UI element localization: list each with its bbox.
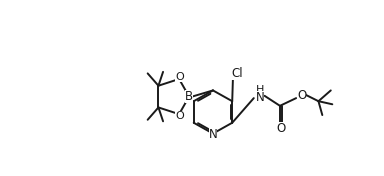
- Text: B: B: [185, 90, 193, 103]
- Text: H: H: [256, 85, 264, 95]
- Text: O: O: [175, 72, 184, 82]
- Text: O: O: [297, 89, 306, 102]
- Text: O: O: [276, 122, 285, 135]
- Text: N: N: [209, 128, 217, 141]
- Text: N: N: [256, 91, 264, 104]
- Text: O: O: [175, 111, 184, 121]
- Text: Cl: Cl: [231, 67, 243, 80]
